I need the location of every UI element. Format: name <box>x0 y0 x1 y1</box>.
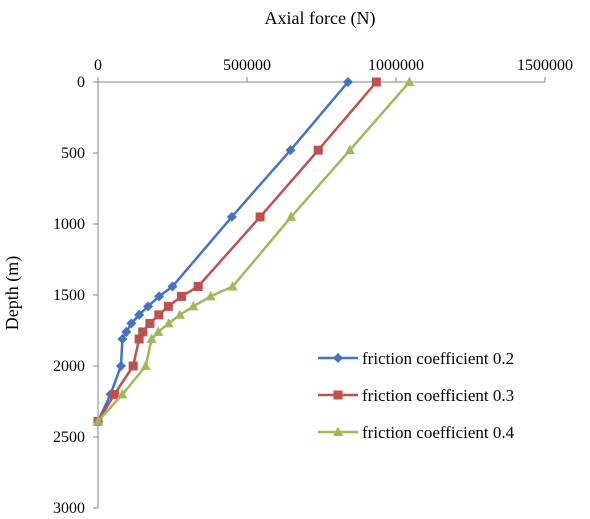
data-point <box>138 327 148 337</box>
data-point <box>286 211 297 221</box>
series-line <box>97 81 411 423</box>
data-point <box>153 326 164 336</box>
data-point <box>344 144 355 155</box>
series-layer <box>93 76 415 427</box>
data-point <box>227 280 238 291</box>
legend-swatch-marker <box>333 390 343 400</box>
data-point <box>154 310 164 320</box>
data-point <box>140 360 151 370</box>
legend-label: friction coefficient 0.2 <box>362 349 514 368</box>
x-tick-label: 1000000 <box>368 57 424 74</box>
data-point <box>117 388 128 399</box>
x-axis-title: Axial force (N) <box>265 8 376 29</box>
data-point <box>93 415 103 426</box>
legend-item: friction coefficient 0.3 <box>318 386 514 405</box>
legend-swatch-marker <box>333 426 343 436</box>
y-tick-labels: 0 500 1000 1500 2000 2500 3000 <box>53 74 85 517</box>
data-point <box>193 281 203 291</box>
legend-item: friction coefficient 0.2 <box>318 349 514 368</box>
series-2 <box>93 77 381 426</box>
data-point <box>255 212 265 222</box>
y-tick-label: 2000 <box>53 358 85 375</box>
data-point <box>117 334 128 345</box>
legend-swatch-marker <box>333 353 343 363</box>
legend-label: friction coefficient 0.4 <box>362 423 515 442</box>
y-tick-label: 3000 <box>53 500 85 517</box>
data-point <box>128 361 138 371</box>
y-tick-label: 1000 <box>53 216 85 233</box>
data-point <box>167 281 178 292</box>
series-3 <box>93 76 415 426</box>
legend-item: friction coefficient 0.4 <box>318 423 515 442</box>
data-point <box>115 361 126 371</box>
x-tick-label: 0 <box>94 57 102 74</box>
data-point <box>285 145 296 156</box>
y-tick-label: 2500 <box>53 429 85 446</box>
data-point <box>176 291 186 301</box>
data-point <box>163 317 174 328</box>
data-point <box>205 290 216 301</box>
series-line <box>96 81 378 423</box>
data-point <box>146 333 157 344</box>
data-point <box>143 301 154 312</box>
data-point <box>163 301 173 311</box>
x-tick-label: 500000 <box>223 57 271 74</box>
x-tick-label: 1500000 <box>517 57 573 74</box>
legend: friction coefficient 0.2 friction coeffic… <box>318 349 515 442</box>
y-tick-label: 500 <box>61 145 85 162</box>
data-point <box>145 318 155 328</box>
y-tick-label: 0 <box>77 74 85 91</box>
series-1 <box>93 77 354 427</box>
data-point <box>126 318 137 329</box>
data-point <box>174 309 185 319</box>
data-point <box>134 309 145 320</box>
data-point <box>154 291 165 302</box>
x-tick-labels: 0 500000 1000000 1500000 <box>94 57 573 74</box>
data-point <box>371 77 381 87</box>
data-point <box>109 389 119 399</box>
data-point <box>404 76 415 86</box>
data-point <box>343 77 354 87</box>
y-axis-title: Depth (m) <box>2 256 23 330</box>
legend-label: friction coefficient 0.3 <box>362 386 514 405</box>
data-point <box>134 334 144 344</box>
data-point <box>188 300 199 311</box>
y-tick-label: 1500 <box>53 287 85 304</box>
axes <box>93 77 546 509</box>
data-point <box>226 211 237 222</box>
data-point <box>313 145 323 155</box>
data-point <box>121 326 132 337</box>
